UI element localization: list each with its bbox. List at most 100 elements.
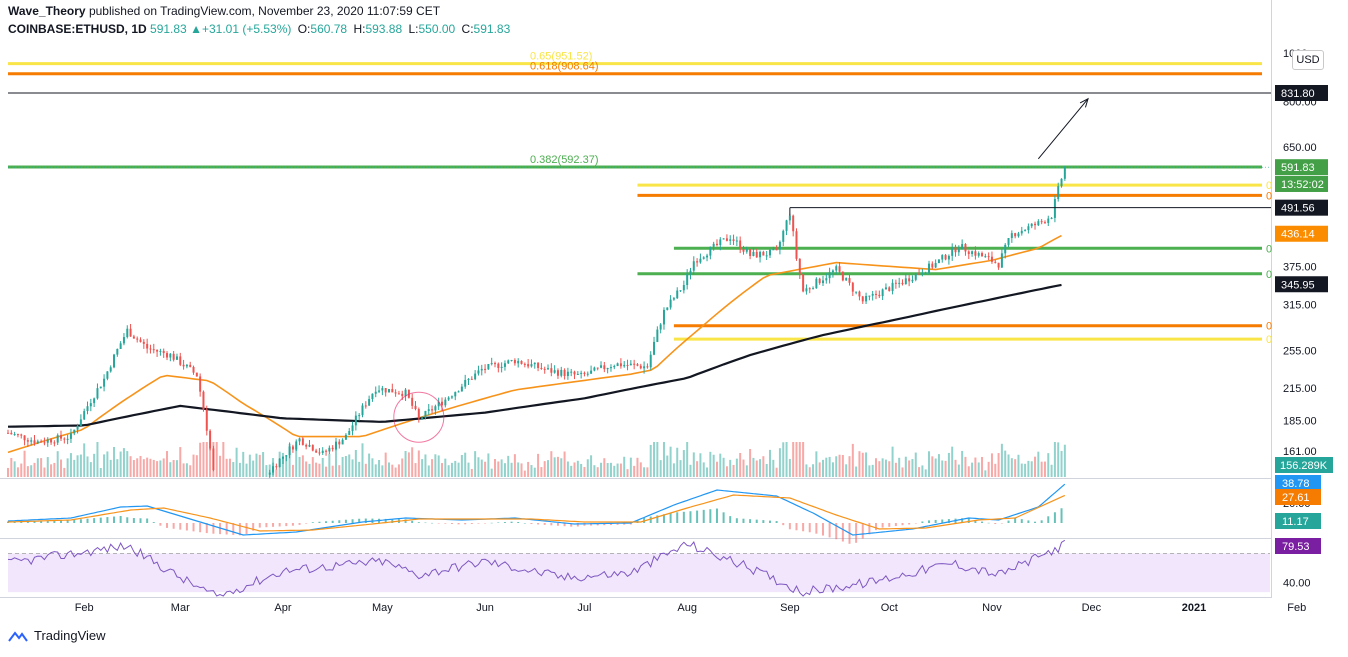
macd-histogram-bar: [258, 523, 261, 528]
fib-level-label: 0: [1266, 190, 1272, 202]
volume-bar: [583, 467, 586, 477]
volume-bar: [401, 458, 404, 477]
volume-bar: [341, 456, 344, 477]
macd-histogram-bar: [828, 523, 831, 538]
macd-histogram-bar: [490, 522, 493, 524]
candle-body: [464, 379, 467, 387]
volume-bar: [924, 469, 927, 477]
volume-bar: [318, 463, 321, 477]
highlight-circle[interactable]: [393, 391, 445, 443]
volume-bar: [444, 458, 447, 477]
macd-histogram-bar: [914, 523, 917, 524]
macd-histogram-bar: [444, 523, 447, 524]
volume-bar: [1020, 463, 1023, 477]
volume-bar: [692, 452, 695, 477]
macd-histogram-bar: [861, 523, 864, 539]
volume-bar: [494, 459, 497, 477]
volume-bar: [861, 452, 864, 477]
candle-body: [898, 282, 901, 284]
candle-body: [305, 444, 308, 447]
volume-bar: [205, 442, 208, 477]
price-change: +31.01 (+5.53%): [201, 22, 292, 36]
volume-bar: [878, 461, 881, 477]
candle-body: [53, 442, 56, 444]
volume-bar: [219, 455, 222, 477]
candle-body: [325, 450, 328, 452]
candle-body: [762, 251, 765, 256]
arrow-line[interactable]: [1037, 98, 1089, 160]
candle-body: [146, 343, 149, 349]
volume-bar: [484, 461, 487, 477]
candle-body: [457, 391, 460, 393]
candle-body: [361, 405, 364, 416]
candle-body: [788, 215, 791, 221]
volume-bar: [775, 467, 778, 477]
candle-body: [1050, 217, 1053, 219]
macd-histogram-bar: [676, 512, 679, 523]
macd-histogram-bar: [225, 523, 228, 535]
volume-bar: [225, 458, 228, 477]
volume-bar: [984, 470, 987, 477]
volume-bar: [1040, 461, 1043, 477]
volume-bar: [331, 465, 334, 477]
candle-body: [901, 282, 904, 285]
rsi-band-fill: [8, 553, 1270, 593]
candle-body: [139, 339, 142, 342]
candle-body: [775, 249, 778, 251]
symbol-name[interactable]: COINBASE:ETHUSD, 1D: [8, 22, 147, 36]
candle-body: [321, 450, 324, 454]
candle-body: [149, 348, 152, 350]
macd-histogram-bar: [908, 523, 911, 525]
macd-histogram-bar: [742, 518, 745, 523]
candle-body: [281, 456, 284, 459]
volume-bar: [76, 455, 79, 477]
rsi-line: [7, 539, 1066, 597]
volume-bar: [828, 456, 831, 477]
candle-body: [815, 278, 818, 289]
macd-histogram-bar: [762, 520, 765, 523]
tradingview-footer[interactable]: TradingView: [8, 628, 106, 643]
candle-body: [63, 438, 66, 440]
volume-bar: [407, 452, 410, 477]
volume-bar: [729, 459, 732, 477]
currency-button[interactable]: USD: [1292, 50, 1324, 70]
macd-label-box: [1275, 489, 1321, 505]
volume-bar: [570, 465, 573, 477]
pane-separator-2: [0, 538, 1271, 539]
candle-body: [560, 369, 563, 376]
candle-body: [1047, 218, 1050, 223]
macd-histogram-bar: [682, 511, 685, 523]
volume-bar: [759, 459, 762, 477]
candle-body: [16, 434, 19, 436]
candle-body: [401, 393, 404, 397]
macd-histogram-bar: [649, 516, 652, 523]
time-axis[interactable]: Feb Mar Apr May Jun Jul Aug Sep Oct Nov Dec 2021 Feb: [75, 602, 1307, 614]
volume-bar: [195, 455, 198, 477]
candle-body: [480, 368, 483, 371]
candle-body: [166, 353, 169, 358]
volume-bar: [258, 454, 261, 477]
macd-histogram-bar: [484, 523, 487, 524]
volume-bar: [643, 467, 646, 477]
macd-histogram-bar: [298, 523, 301, 525]
candle-body: [778, 241, 781, 250]
volume-bar: [656, 442, 659, 477]
drawings[interactable]: [8, 92, 1271, 443]
volume-bar: [185, 463, 188, 477]
volume-bar: [573, 462, 576, 477]
candle-body: [596, 367, 599, 369]
candle-body: [523, 363, 526, 365]
price-axis[interactable]: 1000800.00650.00375.00315.00255.00215.00…: [1275, 48, 1333, 473]
macd-histogram-bar: [93, 518, 96, 523]
volume-bar: [391, 464, 394, 477]
volume-bar: [768, 449, 771, 477]
macd-histogram-bar: [437, 523, 440, 524]
macd-histogram-bar: [735, 518, 738, 523]
volume-bar: [474, 451, 477, 477]
candle-body: [1000, 253, 1003, 268]
fibonacci-levels[interactable]: 0.65(951.52)0.618(908.64)0.382(592.37)00…: [8, 51, 1272, 346]
author-name[interactable]: Wave_Theory: [8, 4, 86, 18]
macd-histogram-bar: [159, 523, 162, 526]
volume-bar: [613, 465, 616, 477]
